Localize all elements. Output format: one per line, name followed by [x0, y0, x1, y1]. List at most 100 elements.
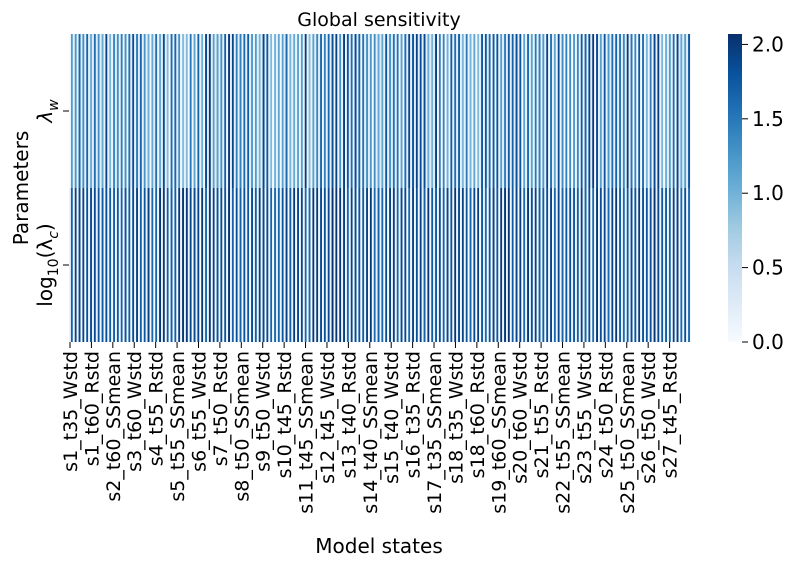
- heatmap-cell: [356, 34, 359, 188]
- heatmap-cell: [544, 34, 547, 188]
- heatmap-cell: [649, 34, 652, 188]
- heatmap-cell: [527, 34, 530, 188]
- heatmap-cell: [596, 34, 599, 188]
- heatmap-cell: [335, 34, 338, 188]
- heatmap-cell: [80, 188, 83, 342]
- heatmap-cell: [350, 34, 353, 188]
- y-axis-label: Parameters: [9, 131, 33, 245]
- heatmap-cell: [448, 188, 451, 342]
- x-tick-label: s25_t50_SSmean: [617, 351, 639, 514]
- heatmap-cell: [138, 34, 140, 188]
- heatmap-cell: [479, 188, 482, 342]
- heatmap-cell: [598, 188, 600, 342]
- heatmap-cell: [402, 34, 405, 188]
- heatmap-cell: [358, 188, 361, 342]
- heatmap-cell: [233, 34, 236, 188]
- heatmap-cell: [429, 188, 432, 342]
- heatmap-cell: [534, 34, 537, 188]
- x-tick-label: s6_t55_Wstd: [188, 351, 210, 472]
- heatmap-cell: [369, 188, 372, 342]
- heatmap-cell: [320, 34, 323, 188]
- heatmap-cell: [383, 188, 386, 342]
- heatmap-cell: [93, 188, 96, 342]
- heatmap-cell: [132, 34, 135, 188]
- heatmap-cell: [92, 188, 94, 342]
- heatmap-cell: [609, 34, 612, 188]
- heatmap-cell: [586, 34, 589, 188]
- heatmap-cell: [511, 34, 514, 188]
- heatmap-cell: [670, 34, 673, 188]
- heatmap-cell: [274, 34, 277, 188]
- heatmap-cell: [484, 34, 487, 188]
- heatmap-cell: [226, 188, 229, 342]
- heatmap-cell: [425, 34, 428, 188]
- heatmap-cell: [176, 188, 179, 342]
- heatmap-cell: [187, 188, 190, 342]
- heatmap-cell: [111, 188, 114, 342]
- heatmap-cell: [187, 34, 190, 188]
- heatmap-cell: [107, 34, 110, 188]
- heatmap-cell: [674, 188, 677, 342]
- heatmap-cell: [404, 188, 407, 342]
- heatmap-cell: [682, 188, 685, 342]
- x-tick-label: s27_t45_Rstd: [660, 351, 682, 478]
- heatmap-cell: [251, 34, 254, 188]
- heatmap-cell: [498, 34, 501, 188]
- heatmap-cell: [185, 34, 188, 188]
- heatmap-cell: [536, 34, 539, 188]
- heatmap-cell: [224, 34, 227, 188]
- heatmap-cell: [366, 34, 369, 188]
- heatmap-cell: [346, 34, 349, 188]
- heatmap-cell: [254, 34, 257, 188]
- heatmap-cell: [435, 188, 438, 342]
- heatmap-cell: [613, 34, 616, 188]
- heatmap-cell: [197, 188, 200, 342]
- heatmap-cell: [180, 188, 183, 342]
- heatmap-cell: [663, 34, 666, 188]
- heatmap-cell: [237, 34, 240, 188]
- heatmap-cell: [323, 188, 326, 342]
- heatmap-cell: [325, 188, 328, 342]
- heatmap-cell: [285, 34, 288, 188]
- heatmap-cell: [481, 34, 484, 188]
- heatmap-cell: [680, 34, 683, 188]
- heatmap-cell: [124, 188, 127, 342]
- heatmap-cell: [308, 34, 311, 188]
- heatmap-cell: [475, 188, 478, 342]
- heatmap-cell: [619, 188, 622, 342]
- heatmap-cell: [76, 34, 79, 188]
- heatmap-cell: [389, 188, 392, 342]
- heatmap-cell: [567, 188, 570, 342]
- heatmap-cell: [375, 34, 378, 188]
- x-tick-label: s16_t35_Rstd: [403, 351, 425, 478]
- heatmap-cell: [573, 34, 576, 188]
- heatmap-cells: [69, 34, 691, 342]
- x-tick-label: s15_t40_Wstd: [381, 351, 403, 484]
- heatmap-cell: [567, 34, 570, 188]
- heatmap-cell: [362, 188, 365, 342]
- heatmap-cell: [322, 34, 324, 188]
- heatmap-cell: [659, 34, 662, 188]
- heatmap-cell: [270, 34, 273, 188]
- heatmap-cell: [99, 34, 102, 188]
- heatmap-cell: [168, 188, 171, 342]
- heatmap-cell: [651, 188, 654, 342]
- heatmap-cell: [557, 34, 560, 188]
- heatmap-cell: [128, 188, 131, 342]
- heatmap-cell: [396, 34, 399, 188]
- heatmap-cell: [438, 188, 441, 342]
- heatmap-cell: [538, 188, 541, 342]
- heatmap-cell: [392, 34, 395, 188]
- heatmap-cell: [279, 188, 282, 342]
- heatmap-cell: [385, 188, 388, 342]
- heatmap-cell: [295, 188, 298, 342]
- heatmap-cell: [74, 34, 77, 188]
- heatmap-cell: [297, 188, 300, 342]
- heatmap-cell: [78, 34, 81, 188]
- heatmap-cell: [304, 34, 307, 188]
- heatmap-cell: [134, 188, 137, 342]
- heatmap-cell: [477, 34, 480, 188]
- heatmap-cell: [111, 34, 114, 188]
- heatmap-cell: [410, 34, 413, 188]
- heatmap-cell: [118, 188, 121, 342]
